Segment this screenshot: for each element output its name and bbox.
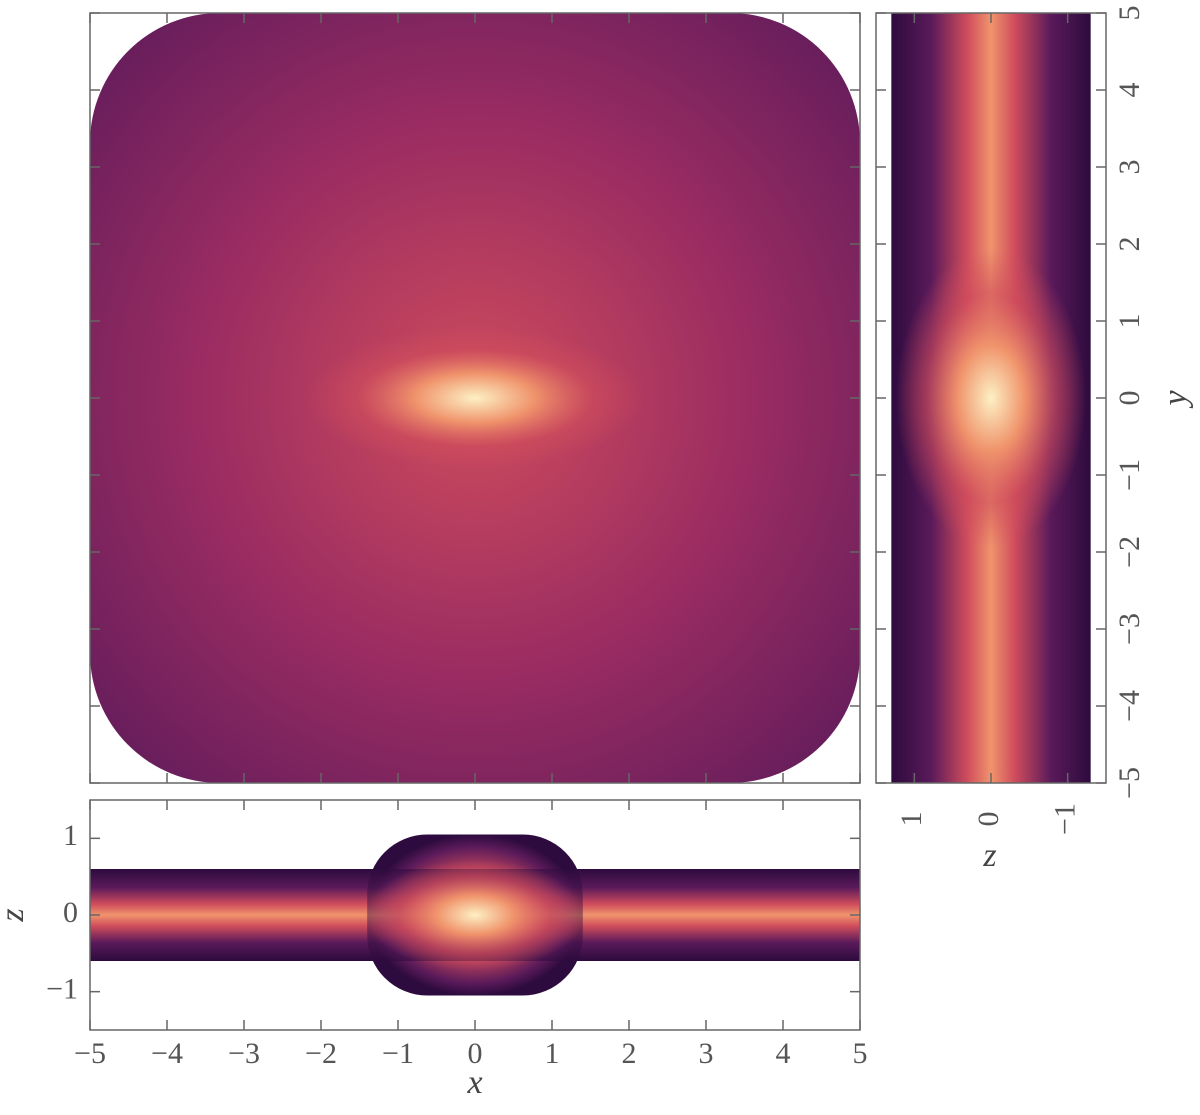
x-tick-label: −3 — [228, 1037, 260, 1070]
density — [90, 834, 860, 996]
bulge — [896, 248, 1086, 548]
y-tick-label: −2 — [1113, 536, 1146, 568]
x-tick-label: 1 — [545, 1037, 560, 1070]
x-tick-label: −5 — [74, 1037, 106, 1070]
bulge — [305, 328, 645, 468]
y-tick-label: 5 — [1113, 6, 1146, 21]
x-tick-label: 4 — [776, 1037, 791, 1070]
x-axis-label: x — [466, 1064, 482, 1101]
y-tick-label: 4 — [1113, 83, 1146, 98]
x-tick-label: 5 — [853, 1037, 868, 1070]
x-tick-label: −4 — [151, 1037, 183, 1070]
y-tick-label: 1 — [1113, 314, 1146, 329]
density — [90, 13, 860, 783]
y-tick-label: −1 — [1113, 459, 1146, 491]
x-tick-label: 3 — [699, 1037, 714, 1070]
y-tick-label: 2 — [1113, 237, 1146, 252]
y-tick-label: −3 — [1113, 613, 1146, 645]
y-axis-label: z — [0, 908, 31, 922]
x-tick-label: 2 — [622, 1037, 637, 1070]
x-tick-label: 0 — [468, 1037, 483, 1070]
x-tick-label: 1 — [895, 812, 928, 827]
x-tick-label: −1 — [1049, 803, 1082, 835]
y-tick-label: 0 — [1113, 391, 1146, 406]
y-axis-label: y — [1157, 390, 1194, 409]
y-tick-label: 3 — [1113, 160, 1146, 175]
y-tick-label: −1 — [46, 973, 78, 1006]
x-axis-label: z — [982, 837, 996, 874]
y-tick-label: 0 — [63, 896, 78, 929]
y-tick-label: −5 — [1113, 767, 1146, 799]
y-tick-label: −4 — [1113, 690, 1146, 722]
density — [891, 13, 1091, 783]
x-tick-label: −1 — [382, 1037, 414, 1070]
y-tick-label: 1 — [63, 819, 78, 852]
x-tick-label: −2 — [305, 1037, 337, 1070]
bulge — [365, 860, 585, 970]
x-tick-label: 0 — [972, 812, 1005, 827]
